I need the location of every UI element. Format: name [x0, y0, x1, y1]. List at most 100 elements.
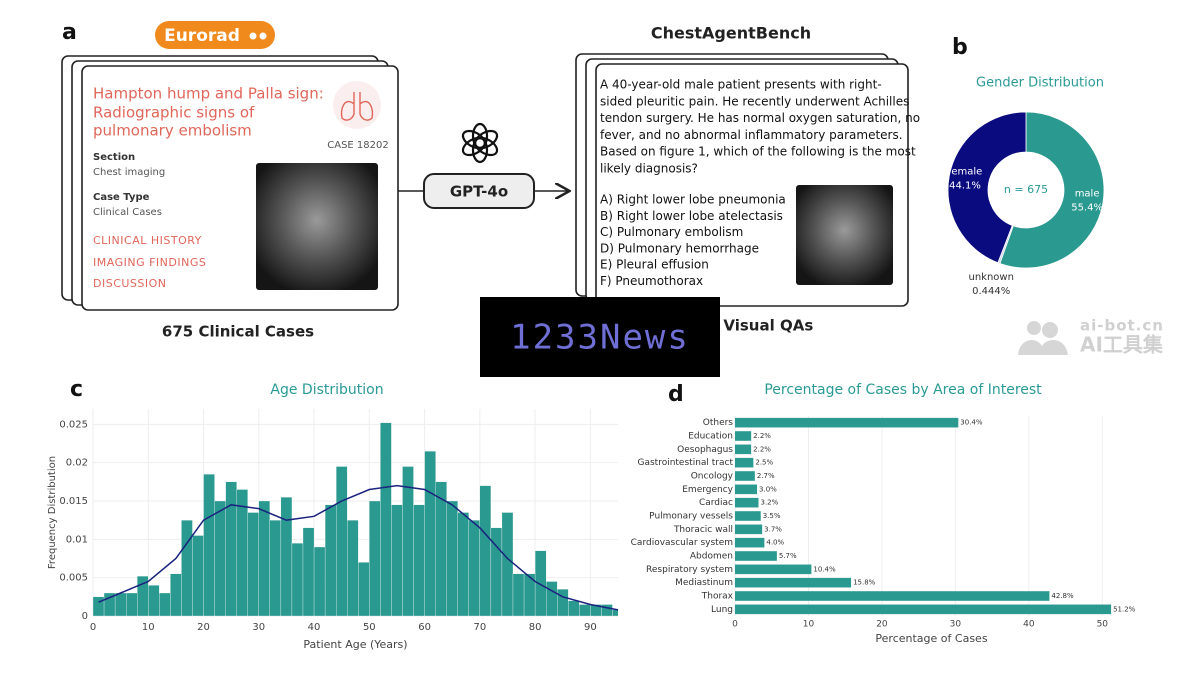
source-name: Eurorad — [164, 26, 240, 46]
x-tick-label: 40 — [1023, 620, 1035, 630]
slice-name: unknown — [968, 272, 1013, 283]
bar — [735, 431, 752, 441]
bar — [735, 591, 1050, 601]
y-tick-label: 0.025 — [59, 419, 88, 430]
watermark: AI工具集 — [1080, 333, 1164, 357]
histogram-bar — [413, 504, 425, 616]
bar — [735, 444, 752, 455]
slice-value: 44.1% — [949, 181, 981, 192]
y-tick-label: 0.02 — [66, 458, 88, 469]
histogram-bar — [435, 481, 447, 616]
histogram-bar — [302, 527, 315, 616]
watermark: ai-bot.cn — [1080, 317, 1164, 335]
histogram-bar — [457, 512, 469, 616]
case-link: IMAGING FINDINGS — [93, 256, 206, 269]
answer-option: F) Pneumothorax — [600, 274, 703, 288]
bar — [735, 511, 761, 521]
case-type: Clinical Cases — [93, 207, 162, 218]
case-link: DISCUSSION — [93, 277, 167, 290]
bar — [735, 497, 759, 508]
x-axis-label: Percentage of Cases — [875, 632, 987, 645]
answer-option: D) Pulmonary hemorrhage — [600, 241, 759, 255]
value-label: 3.0% — [759, 485, 777, 493]
category-label: Pulmonary vessels — [649, 512, 733, 522]
answer-option: B) Right lower lobe atelectasis — [600, 209, 783, 223]
x-tick-label: 10 — [803, 620, 815, 630]
value-label: 10.4% — [813, 565, 836, 573]
panel-label: c — [70, 377, 83, 402]
gpt-logo — [461, 122, 499, 164]
value-label: 2.7% — [757, 472, 775, 480]
question-line: sided pleuritic pain. He recently underw… — [600, 94, 909, 108]
lung-icon — [340, 92, 374, 121]
x-tick-label: 80 — [529, 622, 542, 633]
panel-label: b — [952, 35, 968, 60]
histogram-bar — [501, 512, 514, 616]
histogram-bar — [424, 451, 436, 616]
center-label: n = 675 — [1004, 183, 1048, 196]
histogram-bar — [126, 592, 138, 616]
histogram-bar — [192, 535, 204, 616]
panel-label: a — [62, 20, 77, 45]
category-label: Cardiovascular system — [631, 538, 733, 548]
histogram-bar — [347, 520, 359, 616]
histogram-bar — [512, 573, 525, 616]
histogram-bar — [181, 520, 193, 616]
histogram-bar — [446, 500, 458, 616]
histogram-bar — [336, 466, 348, 616]
answer-option: E) Pleural effusion — [600, 258, 709, 272]
histogram-bar — [380, 422, 392, 616]
question-line: Based on figure 1, which of the followin… — [600, 145, 916, 159]
category-label: Others — [703, 418, 734, 428]
category-label: Thorax — [701, 592, 734, 602]
x-tick-label: 60 — [418, 622, 431, 633]
histogram-bar — [324, 504, 337, 616]
chart-title: Percentage of Cases by Area of Interest — [764, 382, 1042, 398]
question-line: tendon surgery. He has normal oxygen sat… — [600, 111, 920, 125]
category-label: Lung — [711, 605, 733, 615]
bar — [735, 457, 754, 468]
category-label: Respiratory system — [646, 565, 733, 575]
xray-image — [796, 185, 893, 285]
bar — [735, 604, 1112, 615]
x-tick-label: 30 — [252, 622, 265, 633]
x-tick-label: 30 — [950, 620, 962, 630]
value-label: 30.4% — [960, 419, 983, 427]
bar — [735, 471, 755, 481]
x-tick-label: 90 — [584, 622, 597, 633]
watermark-box — [480, 297, 720, 377]
dot — [249, 32, 257, 40]
source-badge — [155, 21, 275, 49]
caption: 675 Clinical Cases — [162, 323, 314, 341]
histogram-bar — [369, 500, 381, 616]
category-label: Abdomen — [690, 552, 733, 562]
slice-value: 0.444% — [972, 286, 1010, 297]
bar — [735, 484, 758, 495]
histogram-bar — [358, 562, 370, 616]
value-label: 15.8% — [853, 579, 876, 587]
x-tick-label: 50 — [1097, 620, 1109, 630]
question-line: likely diagnosis? — [600, 162, 698, 176]
chart-title: Gender Distribution — [976, 76, 1104, 91]
histogram-bar — [214, 500, 226, 616]
chart-title: Age Distribution — [270, 382, 383, 398]
section-label: Section — [93, 152, 135, 163]
case-title: Hampton hump and Palla sign: — [93, 85, 324, 103]
value-label: 42.8% — [1051, 592, 1074, 600]
value-label: 2.2% — [753, 445, 771, 453]
lung-icon — [333, 81, 381, 129]
value-label: 5.7% — [779, 552, 797, 560]
histogram-bar — [170, 573, 182, 616]
value-label: 3.5% — [763, 512, 781, 520]
histogram-bar — [468, 520, 480, 616]
histogram-bar — [313, 546, 326, 616]
bar — [735, 577, 852, 588]
histogram-bar — [391, 504, 403, 616]
histogram-bar — [159, 592, 171, 616]
pie-slice — [999, 111, 1105, 269]
y-tick-label: 0.01 — [66, 534, 88, 545]
model-box — [423, 173, 535, 209]
histogram-bar — [258, 500, 270, 616]
y-tick-label: 0.015 — [59, 496, 88, 507]
